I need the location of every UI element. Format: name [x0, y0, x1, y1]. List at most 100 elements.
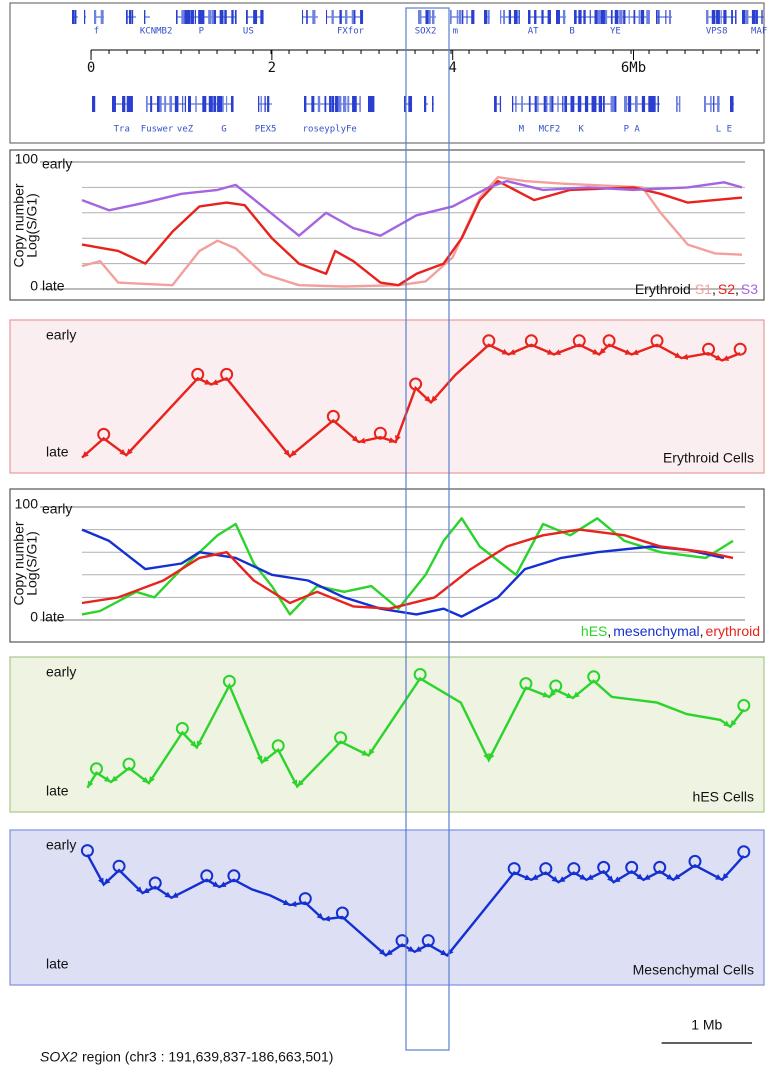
- gene-bar: [258, 96, 260, 112]
- legend: Erythroid S1, S2, S3: [635, 281, 758, 297]
- gene-bar: [146, 96, 148, 112]
- gene-bar: [528, 10, 531, 24]
- origin: [175, 722, 189, 735]
- gene-bar: [335, 96, 339, 112]
- gene-bar: [347, 96, 350, 112]
- fork-arrow: [395, 435, 401, 442]
- fork-arrow: [283, 449, 290, 457]
- gene-bar: [331, 10, 334, 24]
- gene-track-box: [9, 2, 765, 144]
- gene-bar: [450, 10, 452, 24]
- legend-entry: S1: [695, 281, 712, 297]
- gene-bar: [267, 96, 270, 112]
- gene-bar: [584, 96, 589, 112]
- gene-bar: [302, 10, 304, 24]
- fork-arrow: [488, 753, 495, 761]
- gene-bar: [591, 96, 596, 112]
- gene-bar: [653, 96, 656, 112]
- panel-title: Mesenchymal Cells: [633, 962, 754, 978]
- gene-bar: [150, 96, 153, 112]
- gene-bar: [484, 10, 488, 24]
- fork-arrow: [715, 874, 723, 880]
- origin: [89, 762, 103, 776]
- gene-label: PEX5: [255, 125, 277, 135]
- gene-bar: [499, 96, 502, 112]
- panel-title: hES Cells: [693, 789, 754, 805]
- gene-bar: [92, 96, 96, 112]
- fork-arrow: [599, 347, 606, 355]
- fork-arrow: [440, 949, 448, 956]
- gene-label: m: [453, 27, 458, 37]
- gene-bar: [428, 10, 431, 24]
- fork-arrow: [297, 779, 304, 787]
- panel-box: [9, 488, 765, 643]
- fork-arrow: [361, 749, 369, 756]
- gene-bar: [628, 96, 632, 112]
- fork-arrow: [261, 756, 269, 763]
- gene-bar: [742, 10, 746, 24]
- series-line: [81, 528, 725, 618]
- gene-bar: [515, 96, 517, 112]
- gene-label: plyFe: [330, 125, 357, 135]
- gene-bar: [94, 10, 97, 24]
- gene-bar: [564, 96, 568, 112]
- fork-arrow: [103, 878, 111, 885]
- origin: [572, 334, 586, 348]
- gene-bar: [594, 96, 597, 112]
- gene-bar: [353, 10, 356, 24]
- gene-bar: [370, 96, 375, 112]
- sox2-highlight: [405, 7, 450, 1051]
- fork-arrow: [351, 435, 359, 442]
- origin: [222, 674, 236, 688]
- fork-arrow: [607, 875, 614, 883]
- legend-title: Erythroid: [635, 281, 691, 297]
- gene-bar: [755, 10, 758, 24]
- gene-bar: [187, 10, 191, 24]
- fork-arrow: [414, 946, 422, 952]
- gene-bar: [512, 96, 514, 112]
- fork-arrow: [546, 349, 554, 355]
- gene-label: SOX2: [415, 27, 437, 37]
- gene-bar: [494, 96, 497, 112]
- gene-bar: [339, 10, 342, 24]
- early-label: early: [42, 156, 72, 172]
- gene-bar: [602, 10, 607, 24]
- fork-arrow: [368, 748, 375, 756]
- fork-arrow: [553, 349, 561, 356]
- gene-bar: [225, 96, 228, 112]
- gene-bar: [420, 10, 422, 24]
- gene-bar: [246, 10, 248, 24]
- gene-bar: [195, 96, 197, 112]
- gene-bar: [219, 10, 224, 24]
- gene-bar: [156, 96, 160, 112]
- fork-arrow: [323, 915, 331, 922]
- fork-arrow: [558, 876, 566, 883]
- gene-bar: [711, 10, 716, 24]
- panel-title: Erythroid Cells: [663, 450, 754, 466]
- gene-bar: [503, 10, 506, 24]
- fork-arrow: [636, 873, 644, 880]
- gene-bar: [562, 96, 564, 112]
- origin: [650, 334, 664, 348]
- origin: [587, 670, 601, 684]
- gene-bar: [304, 96, 307, 112]
- fork-arrow: [730, 719, 737, 727]
- gene-bar: [264, 96, 266, 112]
- fork-arrow: [142, 776, 149, 784]
- origin: [653, 860, 667, 874]
- gene-bar: [317, 96, 321, 112]
- origin: [737, 699, 751, 712]
- fork-arrow: [524, 874, 532, 881]
- gene-bar: [208, 96, 212, 112]
- gene-bar: [610, 10, 613, 24]
- gene-bar: [534, 96, 537, 112]
- panel-box: [9, 829, 765, 986]
- fork-arrow: [196, 740, 203, 748]
- origin: [220, 367, 234, 381]
- gene-label: rosey: [303, 125, 331, 135]
- gene-bar: [260, 96, 262, 112]
- fork-arrow: [142, 887, 150, 894]
- gene-bar: [331, 96, 335, 112]
- fork-arrow: [126, 448, 133, 456]
- gene-bar: [326, 10, 328, 24]
